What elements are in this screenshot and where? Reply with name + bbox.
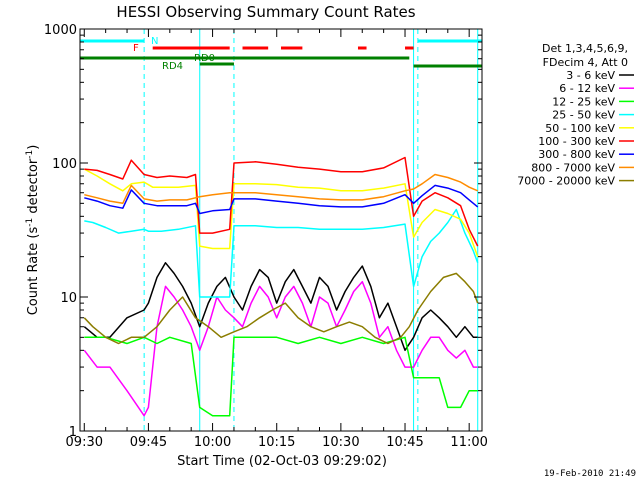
x-tick-label: 09:45 [130, 435, 167, 450]
legend-entry-label: 800 - 7000 keV [531, 161, 615, 174]
flare-flag-label: F [133, 43, 139, 54]
y-axis-label: Count Rate (s-1 detector-1) [25, 145, 41, 316]
x-tick-label: 09:30 [66, 435, 103, 450]
plot-border [79, 28, 483, 432]
y-tick-label: 10 [60, 291, 77, 306]
legend-entry-label: 25 - 50 keV [552, 109, 615, 122]
series-line [84, 184, 479, 215]
legend-header-line-1: Det 1,3,4,5,6,9, [542, 42, 628, 55]
y-axis-ticks: 1 10 100 1000 [44, 23, 482, 440]
observing-flags: N F RD0 RD4 [80, 36, 482, 72]
plot-frame [79, 28, 483, 432]
x-axis-label: Start Time (02-Oct-03 09:29:02) [177, 454, 387, 469]
x-tick-label: 10:45 [386, 435, 423, 450]
night-flag-label: N [151, 36, 158, 47]
legend-entry-label: 12 - 25 keV [552, 95, 615, 108]
y-tick-label: 1 [69, 425, 77, 440]
legend: Det 1,3,4,5,6,9, FDecim 4, Att 0 3 - 6 k… [517, 42, 634, 188]
legend-entry-label: 6 - 12 keV [559, 82, 615, 95]
series-line [84, 156, 479, 247]
series-line [83, 280, 478, 417]
legend-entry-label: 300 - 800 keV [538, 148, 615, 161]
y-tick-label: 100 [52, 157, 77, 172]
rd0-flag-label: RD0 [194, 53, 215, 64]
x-tick-label: 10:15 [258, 435, 295, 450]
legend-entry-label: 100 - 300 keV [538, 135, 615, 148]
series-lines [83, 156, 479, 417]
chart-title: HESSI Observing Summary Count Rates [116, 3, 415, 21]
series-line [83, 168, 479, 257]
x-axis-ticks: 09:30 09:45 10:00 10:15 10:30 10:45 11:00 [66, 29, 488, 450]
rd4-flag-label: RD4 [162, 61, 183, 72]
legend-entry-label: 7000 - 20000 keV [517, 175, 615, 188]
x-tick-label: 10:30 [322, 435, 359, 450]
series-line [83, 272, 479, 345]
footer-date: 19-Feb-2010 21:49 [544, 469, 636, 479]
x-tick-label: 10:00 [194, 435, 231, 450]
legend-entry-label: 50 - 100 keV [545, 122, 615, 135]
series-line [84, 173, 478, 205]
legend-entry-label: 3 - 6 keV [566, 69, 615, 82]
x-tick-label: 11:00 [450, 435, 487, 450]
y-tick-label: 1000 [44, 23, 77, 38]
series-line [83, 262, 478, 352]
series-line [84, 208, 479, 298]
series-line [84, 336, 478, 417]
legend-header-line-2: FDecim 4, Att 0 [543, 56, 628, 69]
